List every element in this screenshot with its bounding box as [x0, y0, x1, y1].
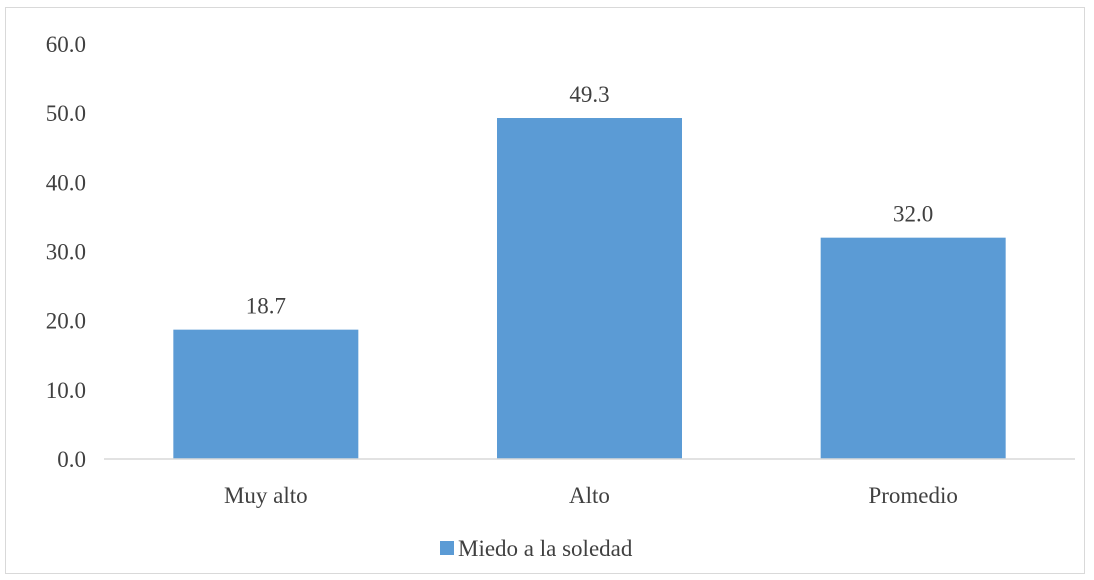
x-tick-label: Muy alto — [224, 483, 308, 508]
data-labels: 18.7 49.3 32.0 — [246, 82, 934, 319]
bar — [173, 329, 359, 459]
data-label: 32.0 — [893, 202, 933, 227]
bar — [497, 118, 682, 459]
y-tick-label: 60.0 — [46, 32, 86, 57]
y-tick-label: 0.0 — [57, 447, 86, 472]
y-tick-label: 50.0 — [46, 101, 86, 126]
x-tick-label: Promedio — [868, 483, 957, 508]
y-axis-ticks: 0.0 10.0 20.0 30.0 40.0 50.0 60.0 — [46, 32, 86, 472]
data-label: 18.7 — [246, 294, 286, 319]
y-tick-label: 20.0 — [46, 309, 86, 334]
y-tick-label: 10.0 — [46, 378, 86, 403]
bars — [173, 118, 1006, 459]
data-label: 49.3 — [569, 82, 609, 107]
legend-swatch — [440, 541, 454, 555]
x-tick-label: Alto — [569, 483, 610, 508]
bar — [820, 237, 1006, 459]
y-tick-label: 40.0 — [46, 170, 86, 195]
y-tick-label: 30.0 — [46, 240, 86, 265]
legend: Miedo a la soledad — [440, 536, 633, 561]
legend-label: Miedo a la soledad — [458, 536, 633, 561]
x-axis-ticks: Muy alto Alto Promedio — [224, 483, 958, 508]
